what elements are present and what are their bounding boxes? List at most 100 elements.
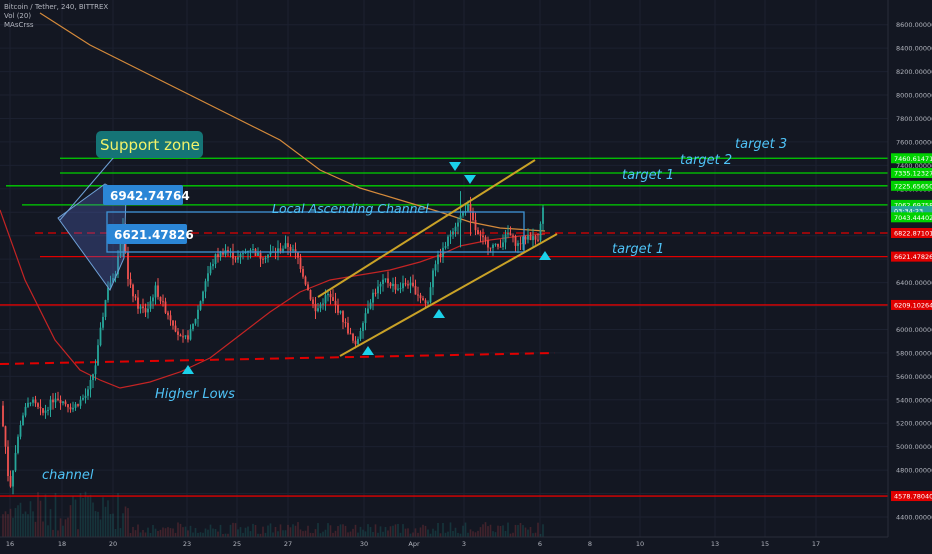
candle-body xyxy=(189,329,192,340)
volume-bar xyxy=(377,532,379,537)
candle-body xyxy=(249,250,252,252)
price-level-tag-label: 7460.61471 xyxy=(894,155,932,163)
candle-body xyxy=(74,404,77,408)
candle-body xyxy=(449,234,452,237)
time-tick-label: 17 xyxy=(812,540,820,548)
candle-body xyxy=(22,415,24,426)
candle-body xyxy=(177,331,179,335)
volume-bar xyxy=(402,524,404,537)
volume-bar xyxy=(62,525,64,537)
volume-bar xyxy=(349,531,352,537)
candle-body xyxy=(24,406,27,416)
candle-body xyxy=(239,254,242,258)
candle-body xyxy=(94,365,97,375)
higher-low-marker xyxy=(433,309,445,318)
volume-bar xyxy=(367,524,369,537)
volume-bar xyxy=(389,526,392,537)
candle-body xyxy=(382,279,384,285)
volume-bar xyxy=(427,529,429,537)
support-zone-label: Support zone xyxy=(100,136,200,154)
volume-bar xyxy=(274,527,277,537)
price-level-tag xyxy=(891,299,932,310)
volume-bar xyxy=(119,528,122,537)
candle-body xyxy=(477,230,479,235)
volume-bar xyxy=(502,525,504,537)
volume-bar xyxy=(384,527,387,537)
volume-bar xyxy=(439,533,442,537)
price-level-tag-label: 4578.78040 xyxy=(894,493,932,501)
volume-bar xyxy=(292,524,294,537)
candle-body xyxy=(257,252,259,256)
candle-body xyxy=(314,303,317,312)
candle-body xyxy=(169,315,172,321)
volume-bar xyxy=(397,523,399,537)
support-zone-pointer xyxy=(59,149,121,221)
volume-bar xyxy=(369,527,372,537)
volume-bar xyxy=(167,527,169,537)
candle-body xyxy=(469,204,472,212)
candle-body xyxy=(204,281,207,292)
candle-body xyxy=(84,395,87,398)
candle-body xyxy=(227,250,229,252)
volume-bar xyxy=(57,530,59,537)
volume-bar xyxy=(297,522,299,537)
volume-bar xyxy=(319,533,322,537)
volume-bar xyxy=(474,532,477,537)
volume-bar xyxy=(412,532,414,537)
volume-bar xyxy=(509,533,512,537)
candle-body xyxy=(429,287,432,303)
volume-bar xyxy=(284,530,287,537)
candle-body xyxy=(397,288,399,290)
candle-body xyxy=(134,296,137,298)
volume-bar xyxy=(477,530,479,537)
price-axis-background xyxy=(888,0,932,550)
volume-bar xyxy=(49,509,52,537)
candle-body xyxy=(409,282,412,286)
volume-bar xyxy=(364,531,367,537)
volume-bar xyxy=(472,531,474,537)
time-tick-label: 6 xyxy=(538,540,542,548)
candle-body xyxy=(359,330,362,339)
candle-body xyxy=(32,399,34,403)
candle-body xyxy=(334,300,337,306)
volume-bar xyxy=(522,525,524,537)
volume-bar xyxy=(22,513,24,537)
candle-body xyxy=(139,306,142,309)
volume-bar xyxy=(487,526,489,537)
volume-bar xyxy=(192,532,194,537)
candle-body xyxy=(187,335,189,340)
volume-bar xyxy=(239,527,242,537)
volume-bar xyxy=(34,521,37,537)
volume-bar xyxy=(44,494,47,537)
candle-body xyxy=(72,407,74,410)
price-level-tag xyxy=(891,212,932,223)
candle-body xyxy=(432,270,434,288)
candle-body xyxy=(217,254,219,257)
volume-bar xyxy=(229,524,232,537)
indicator-label: MAsCrss xyxy=(4,21,34,29)
candle-body xyxy=(69,407,72,410)
candle-body xyxy=(437,254,439,265)
candle-body xyxy=(19,425,22,437)
price-level-tag-label: 03:34:23 xyxy=(894,208,923,216)
volume-bar xyxy=(344,525,347,537)
candle-body xyxy=(207,273,209,282)
volume-bar xyxy=(54,493,57,537)
volume-bar xyxy=(92,502,94,537)
time-tick-label: 30 xyxy=(360,540,368,548)
volume-bar xyxy=(467,532,469,537)
volume-bar xyxy=(379,526,382,537)
volume-bar xyxy=(307,525,309,537)
candle-body xyxy=(472,211,474,220)
volume-bar xyxy=(429,533,432,537)
candle-body xyxy=(522,236,524,244)
candle-body xyxy=(12,470,14,487)
candle-body xyxy=(137,297,139,309)
candle-body xyxy=(484,237,487,241)
candle-body xyxy=(149,301,152,309)
candle-body xyxy=(427,302,429,304)
candle-body xyxy=(462,211,464,216)
candle-body xyxy=(519,243,522,245)
